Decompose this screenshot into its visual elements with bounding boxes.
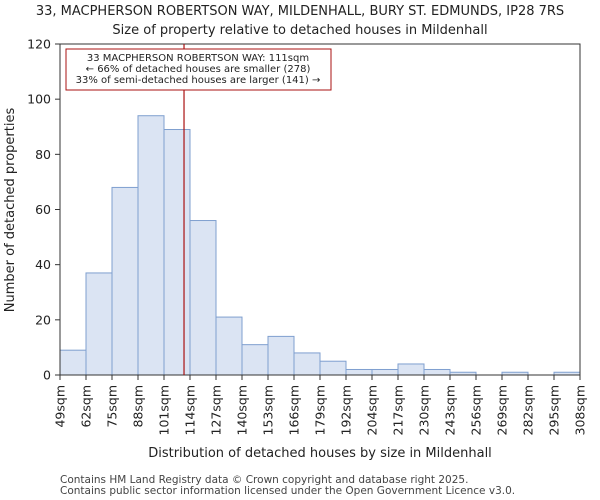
bar-140sqm	[241, 344, 269, 376]
x-tick-label: 269sqm	[495, 385, 510, 435]
x-tick-label: 217sqm	[391, 385, 406, 435]
x-tick-label: 75sqm	[105, 385, 120, 428]
x-tick-label: 192sqm	[339, 385, 354, 435]
bar-192sqm	[345, 368, 373, 376]
bar-101sqm	[163, 129, 191, 376]
footer-line-2: Contains public sector information licen…	[60, 485, 515, 497]
bar-217sqm	[397, 363, 425, 376]
x-axis-label: Distribution of detached houses by size …	[148, 446, 492, 461]
bar-179sqm	[319, 360, 347, 376]
y-tick-label: 80	[35, 147, 51, 162]
x-tick-label: 114sqm	[183, 385, 198, 435]
annotation-line-2: ← 66% of detached houses are smaller (27…	[86, 64, 311, 75]
bar-204sqm	[371, 368, 399, 376]
annotation-line-1: 33 MACPHERSON ROBERTSON WAY: 111sqm	[87, 53, 309, 64]
bar-230sqm	[423, 368, 451, 376]
x-tick-label: 62sqm	[79, 385, 94, 428]
bar-88sqm	[137, 115, 165, 376]
x-tick-label: 140sqm	[235, 385, 250, 435]
x-tick-label: 49sqm	[53, 385, 68, 428]
x-tick-label: 308sqm	[573, 385, 588, 435]
x-tick-label: 127sqm	[209, 385, 224, 435]
bar-127sqm	[215, 316, 243, 376]
y-tick-label: 0	[43, 368, 51, 383]
x-tick-label: 204sqm	[365, 385, 380, 435]
footer-line-1: Contains HM Land Registry data © Crown c…	[60, 474, 468, 486]
bar-75sqm	[111, 186, 139, 376]
y-axis-label: Number of detached properties	[3, 108, 18, 313]
bar-153sqm	[267, 335, 295, 376]
y-tick-label: 20	[35, 312, 51, 327]
x-tick-label: 282sqm	[521, 385, 536, 435]
plot-frame	[59, 43, 581, 376]
x-tick-label: 243sqm	[443, 385, 458, 435]
x-tick-label: 295sqm	[547, 385, 562, 435]
x-tick-label: 166sqm	[287, 385, 302, 435]
y-tick-label: 40	[35, 257, 51, 272]
bar-49sqm	[59, 349, 87, 376]
y-tick-label: 100	[27, 92, 51, 107]
bars-group	[59, 115, 581, 376]
annotation-line-3: 33% of semi-detached houses are larger (…	[76, 75, 321, 86]
y-tick-label: 120	[27, 37, 51, 52]
y-axis-ticks: 0 20 40 60 80 100 120	[27, 37, 60, 383]
annotation-box: 33 MACPHERSON ROBERTSON WAY: 111sqm ← 66…	[65, 48, 332, 91]
x-tick-label: 101sqm	[157, 385, 172, 435]
chart-title: 33, MACPHERSON ROBERTSON WAY, MILDENHALL…	[36, 4, 564, 19]
x-tick-label: 256sqm	[469, 385, 484, 435]
x-tick-label: 179sqm	[313, 385, 328, 435]
y-tick-label: 60	[35, 202, 51, 217]
x-tick-label: 230sqm	[417, 385, 432, 435]
bar-62sqm	[85, 272, 113, 376]
bar-166sqm	[293, 352, 321, 376]
x-tick-label: 153sqm	[261, 385, 276, 435]
chart-subtitle: Size of property relative to detached ho…	[112, 23, 487, 38]
bar-114sqm	[189, 220, 217, 376]
x-axis-ticks: 49sqm 62sqm 75sqm 88sqm 101sqm 114sqm 127sqm 14…	[53, 375, 588, 435]
x-tick-label: 88sqm	[131, 385, 146, 428]
